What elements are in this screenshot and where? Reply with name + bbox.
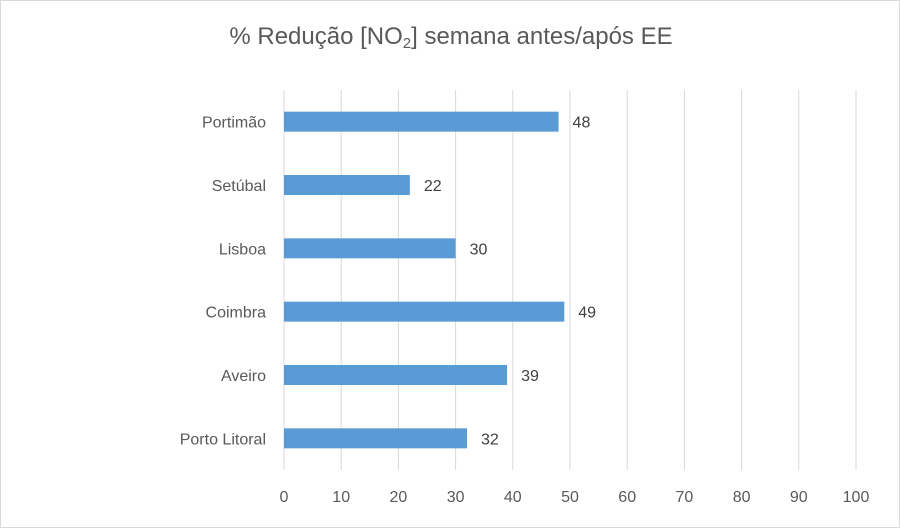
bars <box>284 111 565 449</box>
data-label: 32 <box>481 431 499 448</box>
x-tick-label: 80 <box>733 489 751 506</box>
x-tick-label: 70 <box>676 489 694 506</box>
category-label: Lisboa <box>219 241 266 258</box>
bar <box>284 365 508 385</box>
data-label: 22 <box>424 178 442 195</box>
x-tick-label: 90 <box>790 489 808 506</box>
x-tick-label: 10 <box>332 489 350 506</box>
category-label: Porto Litoral <box>180 431 266 448</box>
bar <box>284 238 456 259</box>
data-label: 48 <box>573 115 591 132</box>
bar <box>284 111 559 132</box>
chart-title: % Redução [NO2] semana antes/após EE <box>229 23 673 52</box>
x-tick-label: 30 <box>447 489 465 506</box>
data-label: 30 <box>470 241 488 258</box>
category-labels: Portimão Setúbal Lisboa Coimbra Aveiro Porto … <box>180 115 266 449</box>
data-labels: 48 22 30 49 39 32 <box>424 115 596 449</box>
bar <box>284 175 410 195</box>
x-tick-label: 40 <box>504 489 522 506</box>
x-tick-label: 20 <box>390 489 408 506</box>
data-label: 49 <box>578 305 596 322</box>
tick-labels: 0 10 20 30 40 50 60 70 80 90 100 <box>280 489 870 506</box>
gridlines <box>340 90 857 470</box>
category-label: Portimão <box>202 115 266 132</box>
x-tick-label: 60 <box>618 489 636 506</box>
bar <box>284 428 468 449</box>
category-label: Setúbal <box>212 178 266 195</box>
x-tick-label: 50 <box>561 489 579 506</box>
x-tick-label: 100 <box>843 489 870 506</box>
category-label: Aveiro <box>221 368 266 385</box>
bar <box>284 301 565 322</box>
x-tick-label: 0 <box>280 489 289 506</box>
data-label: 39 <box>521 368 539 385</box>
category-label: Coimbra <box>206 305 267 322</box>
